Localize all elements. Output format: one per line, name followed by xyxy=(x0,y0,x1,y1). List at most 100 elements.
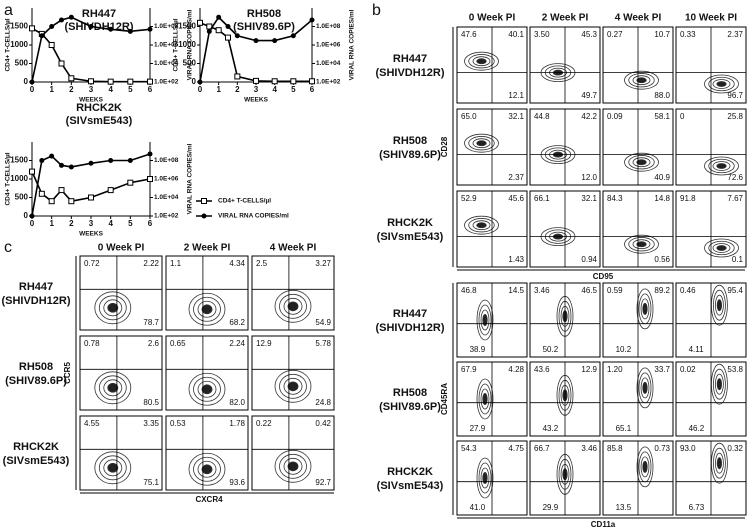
marker xyxy=(59,17,64,23)
contour xyxy=(711,284,728,326)
legend-marker xyxy=(201,213,207,219)
contour xyxy=(197,380,217,398)
marker xyxy=(127,28,133,34)
x-tick-label: 0 xyxy=(30,219,35,228)
quadrant-value: 3.50 xyxy=(534,30,550,39)
quadrant-value: 12.9 xyxy=(256,339,272,348)
row-name: RHCK2K xyxy=(387,217,433,229)
marker xyxy=(107,78,114,85)
y-tick-label: 1000 xyxy=(10,40,28,49)
contour xyxy=(283,457,303,475)
x-tick-label: 3 xyxy=(89,219,94,228)
contour xyxy=(632,75,651,86)
row-name: RH447 xyxy=(393,53,427,65)
contour xyxy=(480,309,490,331)
contour xyxy=(201,384,213,395)
contour xyxy=(94,451,132,485)
contour xyxy=(103,299,123,317)
contour xyxy=(716,81,727,87)
contour xyxy=(642,302,648,315)
x-tick-label: 6 xyxy=(148,85,153,94)
contour xyxy=(624,234,659,254)
marker xyxy=(68,164,74,170)
quadrant-value: 3.35 xyxy=(143,419,159,428)
quadrant-value: 85.8 xyxy=(607,444,623,453)
quadrant-value: 4.34 xyxy=(229,259,245,268)
contour xyxy=(472,220,491,231)
marker xyxy=(48,198,55,205)
contour xyxy=(716,299,723,312)
y2-tick-label: 1.0E+08 xyxy=(154,157,179,164)
quadrant-value: 2.6 xyxy=(148,339,160,348)
marker xyxy=(147,176,153,182)
contour xyxy=(464,215,499,235)
quadrant-value: 93.0 xyxy=(680,444,696,453)
quadrant-value: 72.6 xyxy=(727,173,743,182)
contour xyxy=(480,467,490,489)
contour xyxy=(712,243,731,253)
x-tick-label: 1 xyxy=(49,85,54,94)
contour xyxy=(713,368,726,400)
quadrant-value: 93.6 xyxy=(229,478,245,487)
contour xyxy=(642,381,648,394)
contour xyxy=(472,138,491,149)
marker xyxy=(29,168,35,175)
contour xyxy=(478,383,492,415)
quadrant-value: 25.8 xyxy=(727,112,743,121)
contour xyxy=(283,377,303,395)
contour xyxy=(715,373,724,395)
quadrant-value: 0.56 xyxy=(654,255,670,264)
quadrant-value: 12.0 xyxy=(581,173,597,182)
contour xyxy=(715,294,724,316)
y-tick-label: 1500 xyxy=(10,22,28,31)
contour xyxy=(94,371,132,405)
quadrant-value: 40.1 xyxy=(508,30,524,39)
quadrant-value: 45.6 xyxy=(508,194,524,203)
contour xyxy=(708,76,735,92)
contour xyxy=(201,304,213,315)
y-tick-label: 1000 xyxy=(10,174,28,183)
row-virus: (SHIV89.6P) xyxy=(379,149,441,161)
marker xyxy=(216,14,222,20)
contour xyxy=(713,447,726,479)
contour xyxy=(636,446,654,488)
quadrant-value: 65.1 xyxy=(616,424,632,433)
quadrant-value: 12.9 xyxy=(581,365,597,374)
panel-label: b xyxy=(372,2,381,19)
y-axis-label: CD45RA xyxy=(440,383,449,415)
panel-label: a xyxy=(4,2,13,19)
contour xyxy=(716,163,727,169)
contour xyxy=(197,300,217,318)
row-name: RH447 xyxy=(393,308,427,320)
marker xyxy=(127,158,133,163)
plot-frame xyxy=(251,335,335,411)
contour xyxy=(628,237,655,252)
quadrant-value: 14.5 xyxy=(508,286,524,295)
marker xyxy=(127,179,134,186)
marker xyxy=(225,34,231,41)
y-axis-label: CCR5 xyxy=(63,362,72,384)
quadrant-value: 92.7 xyxy=(315,478,331,487)
marker xyxy=(59,162,64,168)
quadrant-value: 0.72 xyxy=(84,259,100,268)
y2-tick-label: 1.0E+06 xyxy=(316,42,341,49)
contour xyxy=(98,455,127,481)
contour xyxy=(640,298,650,320)
x-tick-label: 2 xyxy=(69,85,74,94)
column-header: 0 Week PI xyxy=(98,243,145,254)
contour xyxy=(632,157,651,168)
contour xyxy=(287,461,299,472)
axis-frame xyxy=(31,142,151,217)
x-axis-label: CD11a xyxy=(591,520,616,529)
marker xyxy=(215,27,222,34)
contour xyxy=(704,156,739,176)
contour xyxy=(640,377,650,399)
contour xyxy=(708,158,735,174)
contour xyxy=(98,295,127,321)
quadrant-value: 4.28 xyxy=(508,365,524,374)
row-virus: (SHIVDH12R) xyxy=(375,322,444,334)
y2-tick-label: 1.0E+02 xyxy=(154,213,179,220)
column-header: 2 Week PI xyxy=(542,13,589,24)
marker xyxy=(290,78,297,85)
